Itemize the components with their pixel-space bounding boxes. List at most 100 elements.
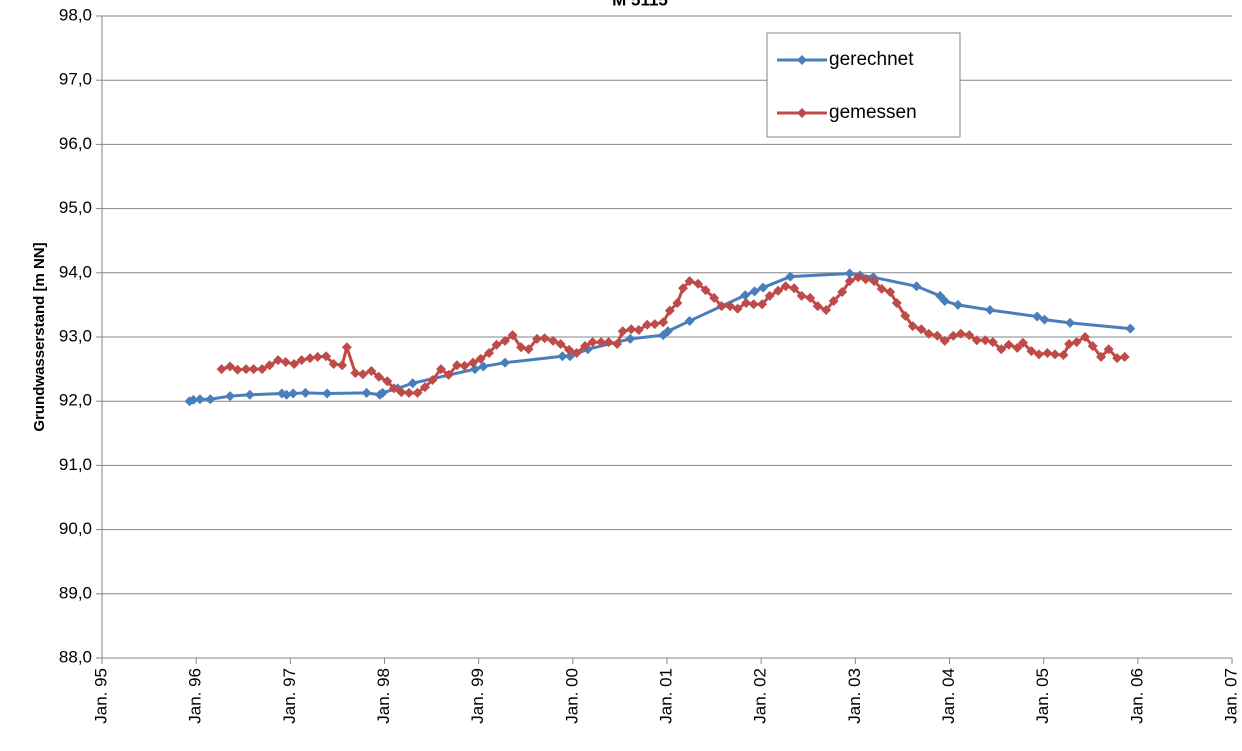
data-point [716, 301, 727, 312]
x-tick-label: Jan. 96 [186, 668, 205, 724]
data-point [225, 361, 236, 372]
data-point [1033, 349, 1044, 360]
data-point [337, 360, 348, 371]
data-point [596, 337, 607, 348]
data-point [844, 268, 855, 279]
x-tick-label: Jan. 07 [1221, 668, 1240, 724]
legend-label: gerechnet [829, 49, 914, 70]
data-point [1042, 348, 1053, 359]
data-point [188, 394, 199, 405]
data-point [1096, 351, 1107, 362]
x-tick-label: Jan. 06 [1127, 668, 1146, 724]
data-point [828, 296, 839, 307]
legend-box [766, 32, 961, 138]
data-point [885, 287, 896, 298]
data-point [548, 335, 559, 346]
data-point [764, 290, 775, 301]
data-point [796, 290, 807, 301]
x-tick-label: Jan. 02 [751, 668, 770, 724]
y-tick-label: 94,0 [59, 262, 92, 281]
data-point [773, 285, 784, 296]
data-point [658, 317, 669, 328]
x-tick-label: Jan. 95 [91, 668, 110, 724]
y-tick-label: 95,0 [59, 198, 92, 217]
x-tick-label: Jan. 04 [939, 668, 958, 724]
data-point [557, 351, 568, 362]
data-point [382, 376, 393, 387]
data-point [388, 383, 399, 394]
data-point [555, 339, 566, 350]
data-point [412, 387, 423, 398]
data-point [1125, 323, 1136, 334]
data-point [626, 324, 637, 335]
data-point [709, 292, 720, 303]
data-point [612, 339, 623, 350]
data-point [725, 301, 736, 312]
data-point [296, 355, 307, 366]
data-point [500, 335, 511, 346]
data-point [939, 335, 950, 346]
x-tick-label: Jan. 03 [845, 668, 864, 724]
x-tick-label: Jan. 97 [280, 668, 299, 724]
data-point [891, 297, 902, 308]
data-point [452, 360, 463, 371]
legend-marker [797, 108, 807, 118]
legend-marker [797, 55, 807, 65]
data-point [758, 282, 769, 293]
data-point [603, 337, 614, 348]
data-point [952, 299, 963, 310]
data-point [964, 330, 975, 341]
data-point [468, 357, 479, 368]
data-point [780, 281, 791, 292]
data-point [312, 351, 323, 362]
data-point [749, 286, 760, 297]
data-point [273, 355, 284, 366]
chart-title: M 5115 [612, 0, 668, 9]
data-point [642, 319, 653, 330]
data-point [821, 305, 832, 316]
data-point [225, 391, 236, 402]
data-point [419, 382, 430, 393]
data-point [321, 351, 332, 362]
data-point [341, 342, 352, 353]
y-tick-label: 98,0 [59, 5, 92, 24]
x-tick-label: Jan. 99 [468, 668, 487, 724]
data-point [971, 335, 982, 346]
data-point [984, 305, 995, 316]
data-point [484, 348, 495, 359]
data-point [987, 337, 998, 348]
data-point [693, 278, 704, 289]
data-point [805, 292, 816, 303]
data-point [740, 290, 751, 301]
data-point [1012, 342, 1023, 353]
data-point [328, 358, 339, 369]
data-point [436, 364, 446, 375]
data-point [900, 310, 911, 321]
x-tick-label: Jan. 00 [562, 668, 581, 724]
data-point [244, 389, 255, 400]
data-point [633, 324, 644, 335]
data-point [523, 344, 534, 355]
data-point [1071, 337, 1082, 348]
data-point [678, 283, 689, 294]
y-axis-label: Grundwasserstand [m NN] [31, 242, 48, 431]
data-point [564, 344, 575, 355]
data-point [580, 340, 591, 351]
data-point [741, 297, 752, 308]
data-point [1032, 311, 1043, 322]
data-point [625, 333, 636, 344]
data-point [1087, 340, 1098, 351]
data-point [194, 394, 205, 405]
data-point [617, 326, 628, 337]
data-point [288, 388, 299, 399]
data-point [305, 353, 316, 364]
data-point [662, 326, 673, 337]
data-point [1064, 339, 1075, 350]
data-point [396, 387, 407, 398]
data-point [1026, 346, 1037, 357]
data-point [649, 319, 660, 330]
data-point [837, 287, 848, 298]
data-point [357, 369, 368, 380]
legend-label: gemessen [829, 102, 917, 123]
data-point [996, 344, 1007, 355]
